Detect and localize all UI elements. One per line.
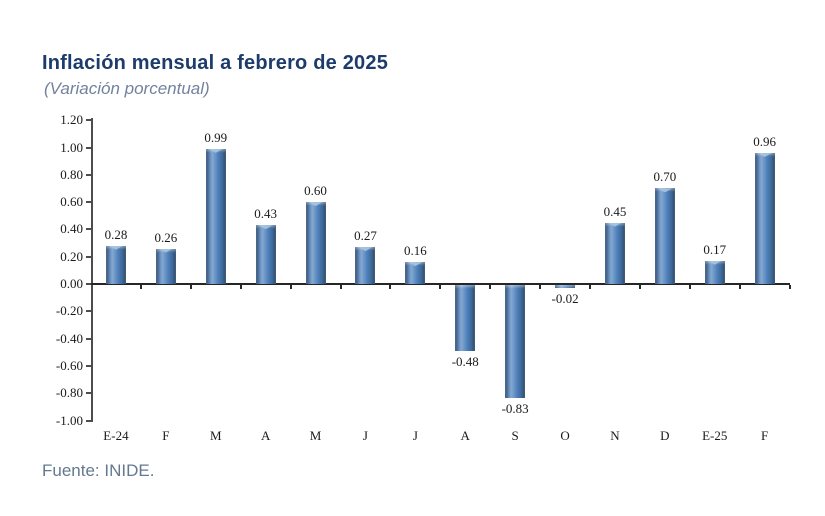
x-axis-tick-mark [289, 285, 292, 289]
x-axis-tick-mark [189, 285, 192, 289]
y-axis-tick-mark [86, 283, 91, 285]
x-axis-tick-mark [389, 285, 392, 289]
bar-value-label: 0.17 [703, 241, 727, 257]
x-axis-category-label: N [610, 428, 620, 443]
bar-top-highlight [707, 260, 722, 265]
x-axis-line [91, 283, 790, 285]
bar [305, 202, 326, 284]
y-axis-tick-mark [86, 337, 91, 340]
bar-value-label: 0.16 [403, 243, 427, 259]
y-axis-tick-label: 1.20 [60, 112, 83, 128]
y-axis-tick-label: -0.20 [55, 303, 83, 319]
bar-value-label: 0.43 [254, 206, 278, 222]
bar [455, 285, 476, 351]
x-axis-tick-mark [788, 285, 791, 289]
x-axis-category-label: M [309, 428, 322, 443]
bar [155, 248, 176, 284]
x-axis-category-label: F [162, 428, 170, 443]
x-axis-category-label: A [260, 428, 271, 443]
x-axis-tick-mark [638, 285, 641, 289]
x-axis-tick-mark [439, 285, 442, 289]
bar-top-highlight [607, 222, 622, 227]
bar [555, 285, 576, 288]
bar-value-label: -0.83 [501, 401, 529, 417]
x-axis-category-label: S [511, 428, 519, 443]
bar-top-highlight [158, 248, 173, 253]
y-axis-tick-mark [86, 255, 91, 258]
y-axis-tick-mark [86, 364, 91, 367]
bar-value-label: 0.96 [753, 133, 777, 149]
bar-top-highlight [308, 202, 323, 207]
bar-top-highlight [208, 148, 223, 153]
x-axis-category-label: A [460, 428, 470, 443]
y-axis-tick-mark [86, 119, 91, 122]
bar-value-label: 0.45 [603, 203, 627, 219]
bar-value-label: 0.60 [304, 183, 327, 199]
x-axis-category-label: D [660, 428, 670, 443]
x-axis-category-label: J [412, 428, 418, 443]
bar-value-label: 0.26 [154, 229, 178, 245]
y-axis-tick-label: 0.60 [60, 194, 83, 210]
bar-value-label: -0.02 [551, 290, 579, 306]
bar-top-highlight [657, 188, 672, 193]
bar [505, 285, 526, 399]
x-axis-tick-mark [539, 285, 542, 289]
bar-value-label: 0.28 [104, 226, 128, 242]
chart-subtitle: (Variación porcentual) [44, 79, 210, 98]
bar [604, 222, 625, 284]
x-axis-tick-mark [239, 285, 242, 289]
bar-value-label: 0.70 [653, 169, 677, 185]
bar-top-highlight [358, 247, 373, 252]
x-axis-tick-mark [688, 285, 691, 289]
x-axis-tick-mark [339, 285, 342, 289]
y-axis-tick-mark [86, 310, 91, 313]
y-axis-tick-label: 1.00 [60, 139, 83, 155]
y-axis-tick-mark [86, 419, 91, 422]
x-axis-tick-mark [738, 285, 741, 289]
x-axis-tick-mark [139, 285, 142, 289]
x-axis-category-label: E-25 [702, 428, 728, 443]
y-axis-tick-label: 0.00 [60, 276, 83, 291]
bar [105, 245, 126, 284]
bar-top-highlight [757, 152, 772, 157]
y-axis-line [91, 118, 93, 423]
source-note: Fuente: INIDE. [42, 461, 155, 480]
bar [255, 225, 276, 284]
y-axis-tick-mark [86, 173, 91, 176]
y-axis-tick-label: -0.80 [55, 385, 83, 401]
x-axis-category-label: E-24 [103, 428, 129, 443]
bar [355, 247, 376, 284]
bar-value-label: 0.99 [204, 129, 228, 145]
y-axis-tick-label: -0.40 [55, 330, 83, 346]
bar-top-highlight [258, 225, 273, 230]
chart-title: Inflación mensual a febrero de 2025 [42, 52, 389, 74]
y-axis-tick-label: -1.00 [55, 412, 83, 428]
x-axis-category-label: O [560, 428, 570, 443]
bar [405, 262, 426, 284]
y-axis-tick-label: 0.40 [60, 221, 83, 237]
bar [205, 148, 226, 284]
bar-value-label: -0.48 [451, 353, 479, 369]
y-axis-tick-label: 0.20 [60, 248, 83, 264]
y-axis-tick-mark [86, 392, 91, 395]
bar-top-highlight [108, 245, 123, 250]
x-axis-category-label: M [209, 428, 222, 443]
x-axis-tick-mark [489, 285, 492, 289]
y-axis-tick-mark [86, 146, 91, 149]
x-axis-category-label: F [761, 428, 769, 443]
bar [754, 152, 775, 284]
bar-value-label: 0.27 [354, 228, 377, 244]
y-axis-tick-mark [86, 228, 91, 231]
bar-top-highlight [408, 262, 423, 267]
y-axis-tick-label: 0.80 [60, 166, 83, 182]
bar [654, 188, 675, 284]
x-axis-category-label: J [362, 428, 368, 443]
x-axis-tick-mark [589, 285, 591, 289]
bar [704, 260, 725, 284]
y-axis-tick-mark [86, 201, 91, 204]
y-axis-tick-label: -0.60 [55, 357, 83, 373]
